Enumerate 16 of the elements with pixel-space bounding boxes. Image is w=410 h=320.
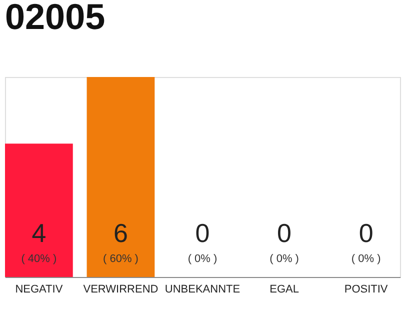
annotation: ( 0% ) (270, 253, 299, 265)
annotation: ( 0% ) (351, 253, 381, 265)
chart-title: 02005 (5, 0, 106, 37)
data-label: 0 (277, 218, 292, 248)
x-tick-label: POSITIV (344, 284, 388, 296)
annotation: ( 40% ) (21, 253, 57, 265)
annotation: ( 60% ) (102, 253, 138, 265)
data-label: 0 (195, 218, 210, 248)
x-tick-label: EGAL (270, 284, 299, 296)
x-tick-label: NEGATIV (15, 284, 64, 296)
data-label: 4 (32, 218, 46, 248)
x-tick-label: VERWIRREND (83, 284, 158, 296)
annotation: ( 0% ) (188, 253, 218, 265)
data-label: 6 (113, 218, 128, 248)
data-label: 0 (358, 218, 374, 248)
x-tick-label: UNBEKANNTE (164, 284, 240, 296)
